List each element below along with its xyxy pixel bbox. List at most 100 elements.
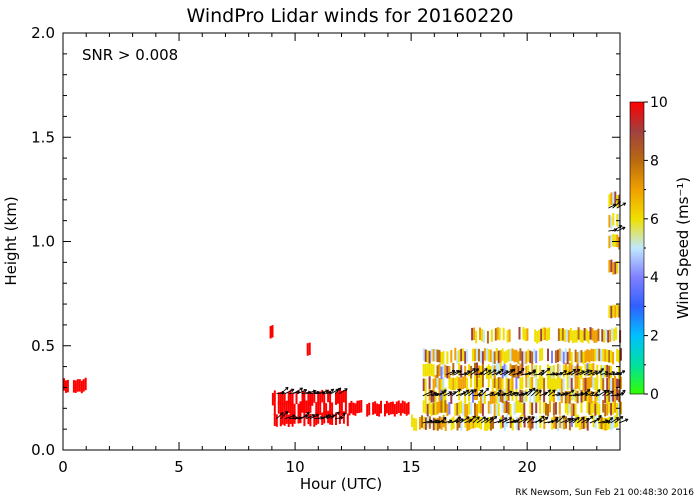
wind-arrow-head (622, 389, 626, 394)
heat-cell (319, 402, 322, 416)
heat-cell (547, 376, 549, 389)
heat-cell (606, 378, 609, 391)
heat-cell (582, 416, 585, 429)
wind-arrow (466, 368, 476, 376)
heat-cell (269, 326, 272, 339)
wind-arrow (585, 392, 595, 397)
heat-cell (515, 349, 518, 363)
wind-arrow-head (527, 416, 531, 420)
wind-arrow-head (591, 391, 595, 396)
heat-cell (450, 377, 453, 391)
wind-arrow-head (555, 416, 559, 421)
heat-cell (543, 377, 546, 391)
wind-arrow (460, 389, 470, 397)
heat-cell (505, 350, 508, 363)
heat-cell (444, 364, 447, 378)
heat-cell (608, 365, 611, 379)
wind-arrow-head (615, 417, 620, 421)
heat-cell (525, 365, 528, 379)
heat-cell (496, 327, 499, 340)
wind-arrow (510, 392, 519, 397)
wind-arrow-head (531, 416, 535, 420)
heat-cell (503, 400, 506, 414)
wind-arrow-head (479, 389, 484, 393)
heat-cell (519, 400, 522, 413)
heat-cell (458, 415, 461, 428)
heat-cell (608, 389, 611, 402)
heat-cell (578, 365, 581, 379)
wind-arrow-head (624, 418, 629, 422)
heat-cell (487, 375, 490, 388)
heat-cell (454, 347, 457, 361)
heat-cell (493, 351, 496, 364)
heat-cell (428, 388, 431, 401)
heat-cell (584, 377, 587, 391)
heat-cell (484, 418, 487, 431)
heat-cell (456, 351, 459, 364)
heat-cell (374, 401, 377, 414)
heat-cell (335, 392, 337, 405)
heat-cell (478, 365, 480, 378)
heat-cell (279, 392, 282, 405)
heat-cell (422, 364, 425, 377)
heat-cell (342, 390, 345, 403)
heat-cell (588, 363, 591, 377)
wind-arrow-head (448, 391, 452, 395)
wind-arrow-head (622, 226, 626, 230)
heat-cell (568, 348, 571, 361)
wind-arrow-head (504, 417, 508, 421)
heat-cell (559, 415, 562, 428)
heat-cell (531, 376, 534, 390)
wind-arrow-head (493, 415, 498, 420)
wind-arrow (556, 415, 565, 424)
heat-cell (551, 388, 553, 402)
wind-arrow (618, 418, 629, 424)
wind-arrow-head (285, 386, 289, 391)
heat-cell (576, 390, 579, 404)
heat-cell (515, 364, 518, 377)
heat-cell (338, 401, 341, 415)
heat-cell (348, 402, 351, 416)
wind-arrow (480, 417, 489, 424)
heat-cell (478, 415, 481, 429)
heat-cell (610, 192, 613, 205)
heat-cell (273, 413, 276, 426)
heat-cell (529, 418, 532, 431)
heat-cell (594, 377, 597, 391)
heat-cell (612, 192, 615, 205)
heat-cell (582, 351, 585, 365)
heat-cell (603, 330, 606, 343)
heat-cell (596, 401, 599, 415)
heat-cell (450, 391, 453, 404)
heat-cell (519, 363, 522, 377)
wind-arrow (535, 389, 542, 397)
heat-cell (479, 400, 482, 414)
heat-cell (444, 387, 447, 401)
heat-cell (454, 377, 457, 391)
wind-arrow-head (485, 417, 489, 422)
heat-cell (491, 364, 494, 377)
wind-arrow (583, 370, 593, 376)
heat-cell (446, 351, 449, 364)
heat-cell (566, 390, 569, 404)
heat-cell (458, 401, 461, 415)
wind-arrow (608, 229, 617, 232)
heat-cell (271, 392, 274, 406)
wind-arrow (309, 391, 320, 395)
wind-arrow-head (280, 412, 284, 416)
wind-arrow (276, 412, 284, 420)
heat-cell (285, 411, 288, 424)
wind-arrow (430, 393, 440, 397)
heat-cell (618, 213, 621, 226)
heat-cell (584, 350, 587, 363)
wind-arrow (426, 392, 437, 397)
heat-cell (273, 403, 276, 416)
heat-cell (605, 328, 608, 342)
heat-cell (476, 414, 479, 428)
heat-cell (478, 400, 480, 414)
heat-cell (434, 417, 437, 431)
heat-cell (523, 402, 526, 415)
heat-cell (501, 348, 504, 361)
heat-cell (279, 403, 282, 416)
heat-cell (563, 329, 566, 342)
